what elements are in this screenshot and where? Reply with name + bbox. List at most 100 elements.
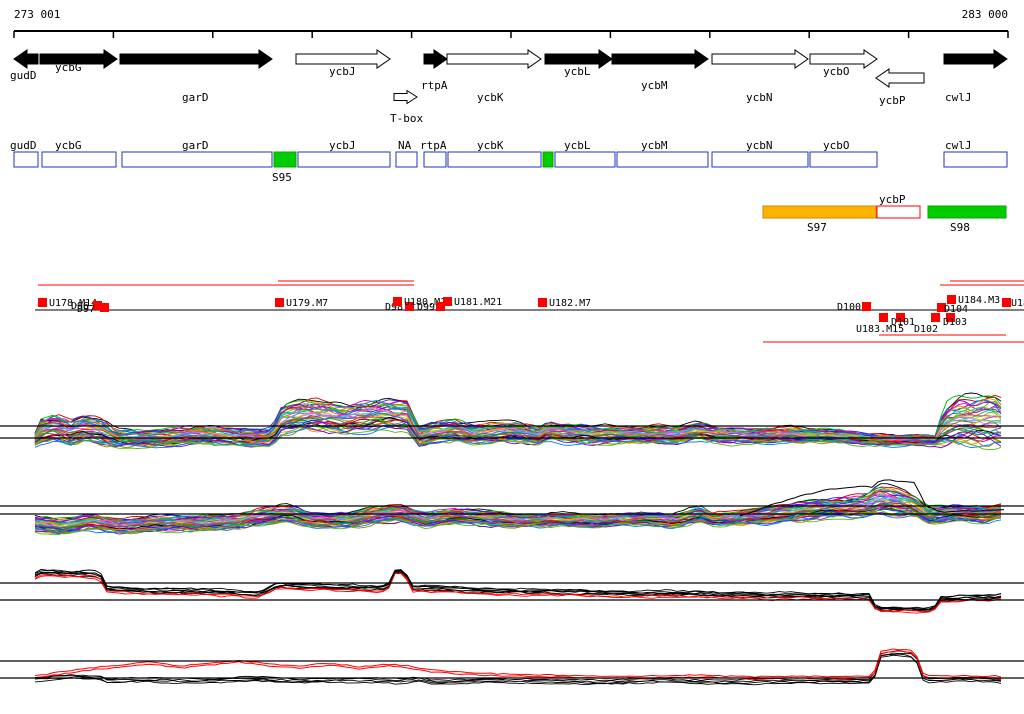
- gene-box-label: ycbG: [55, 139, 82, 152]
- profile-line: [34, 425, 1002, 449]
- gene-box-S95[interactable]: [273, 151, 297, 168]
- gene-box-ycbN[interactable]: [711, 151, 809, 168]
- gene-box-cwlJ[interactable]: [943, 151, 1008, 168]
- marker-D97[interactable]: [100, 303, 109, 312]
- gene-arrow-ycbN[interactable]: [711, 49, 809, 69]
- marker-D98[interactable]: [405, 302, 414, 311]
- profile-line: [34, 571, 1002, 612]
- marker-U180.M14[interactable]: [393, 297, 402, 306]
- marker-D103[interactable]: [946, 313, 955, 322]
- gene-box-garD[interactable]: [121, 151, 273, 168]
- gene-box-label: ycbL: [564, 139, 591, 152]
- gene-arrow-label: cwlJ: [945, 91, 972, 104]
- ruler-track: 273 001 283 000: [13, 8, 1009, 38]
- ruler-end-label: 283 000: [962, 8, 1008, 21]
- segment-bar-label: S97: [807, 221, 827, 234]
- gene-arrow-ycbO[interactable]: [809, 49, 878, 69]
- expression-panel-2: [0, 479, 1024, 536]
- gene-box-label: rtpA: [420, 139, 447, 152]
- marker-label: U182.M7: [549, 298, 591, 309]
- segment-bar-S97[interactable]: [762, 205, 877, 219]
- marker-label: D100: [837, 302, 861, 313]
- profile-line: [34, 654, 1002, 686]
- marker-label: D104: [944, 304, 968, 315]
- gene-box-label: ycbM: [641, 139, 668, 152]
- marker-D101[interactable]: [896, 313, 905, 322]
- segment-bar-label: S98: [950, 221, 970, 234]
- marker-label: U178.M14: [49, 298, 97, 309]
- marker-U181.M21[interactable]: [443, 297, 452, 306]
- gene-arrow-label: T-box: [390, 112, 423, 125]
- marker-label: D96: [71, 301, 89, 312]
- marker-D100[interactable]: [862, 302, 871, 311]
- gene-box-feature[interactable]: [542, 151, 554, 168]
- marker-label: U18: [1011, 298, 1024, 309]
- gene-arrow-gudD[interactable]: [13, 49, 39, 69]
- segment-bar-label: ycbP: [879, 193, 906, 206]
- gene-arrow-garD[interactable]: [119, 49, 273, 69]
- marker-U179.M7[interactable]: [275, 298, 284, 307]
- gene-arrow-T-box[interactable]: [393, 89, 418, 105]
- marker-U178.M14[interactable]: [38, 298, 47, 307]
- marker-D96[interactable]: [93, 301, 102, 310]
- gene-box-ycbM[interactable]: [616, 151, 709, 168]
- ruler-start-label: 273 001: [14, 8, 60, 21]
- profile-line: [34, 412, 1002, 442]
- segment-track: S97 ycbP S98: [762, 193, 1007, 234]
- gene-box-ycbK[interactable]: [447, 151, 542, 168]
- gene-box-label: ycbJ: [329, 139, 356, 152]
- gene-box-gudD[interactable]: [13, 151, 39, 168]
- gene-box-ycbG[interactable]: [41, 151, 117, 168]
- gene-box-NA[interactable]: [395, 151, 418, 168]
- gene-box-ycbJ[interactable]: [297, 151, 391, 168]
- marker-label: U181.M21: [454, 297, 502, 308]
- marker-label: D102: [914, 324, 938, 335]
- gene-box-ycbL[interactable]: [554, 151, 616, 168]
- profile-line: [34, 573, 1002, 614]
- segment-bar-S98[interactable]: [927, 205, 1007, 219]
- marker-U183.M15[interactable]: [879, 313, 888, 322]
- expression-panel-3: [0, 568, 1024, 614]
- marker-U18[interactable]: [1002, 298, 1011, 307]
- gene-arrow-label: ycbP: [879, 94, 906, 107]
- gene-arrow-rtpA[interactable]: [423, 49, 448, 69]
- profile-line: [34, 653, 1002, 685]
- gene-arrow-label: ycbK: [477, 91, 504, 104]
- marker-D102[interactable]: [931, 313, 940, 322]
- gene-arrow-ycbP[interactable]: [875, 68, 925, 88]
- gene-box-label: ycbK: [477, 139, 504, 152]
- gene-arrow-track: gudD ycbG garD ycbJ T-box rtpA ycbK ycbL ycbM ycb…: [10, 49, 1008, 125]
- marker-label: U184.M3: [958, 295, 1000, 306]
- gene-arrow-ycbJ[interactable]: [295, 49, 391, 69]
- marker-label: D98: [385, 302, 403, 313]
- gene-arrow-ycbL[interactable]: [544, 49, 613, 69]
- gene-arrow-ycbM[interactable]: [611, 49, 709, 69]
- marker-D104[interactable]: [937, 303, 946, 312]
- gene-box-label: NA: [398, 139, 412, 152]
- gene-arrow-label: ycbJ: [329, 65, 356, 78]
- gene-arrow-ycbG[interactable]: [39, 49, 118, 69]
- profile-line-extra: [34, 648, 1002, 678]
- marker-U182.M7[interactable]: [538, 298, 547, 307]
- marker-U184.M3[interactable]: [947, 295, 956, 304]
- gene-box-label: ycbO: [823, 139, 850, 152]
- gene-arrow-label: ycbL: [564, 65, 591, 78]
- profile-line-extra: [739, 479, 1005, 517]
- profile-line-extra: [34, 650, 1002, 681]
- gene-box-label: cwlJ: [945, 139, 972, 152]
- segment-bar-ycbP[interactable]: [876, 205, 921, 219]
- gene-arrow-label: ycbM: [641, 79, 668, 92]
- marker-label: U180.M14: [404, 297, 452, 308]
- gene-arrow-cwlJ[interactable]: [943, 49, 1008, 69]
- gene-arrow-label: gudD: [10, 69, 37, 82]
- gene-box-label: S95: [272, 171, 292, 184]
- marker-label: D99: [417, 302, 435, 313]
- gene-box-rtpA[interactable]: [423, 151, 447, 168]
- gene-arrow-ycbK[interactable]: [446, 49, 542, 69]
- marker-label: D97: [77, 304, 95, 315]
- gene-box-ycbO[interactable]: [809, 151, 878, 168]
- marker-D99[interactable]: [436, 302, 445, 311]
